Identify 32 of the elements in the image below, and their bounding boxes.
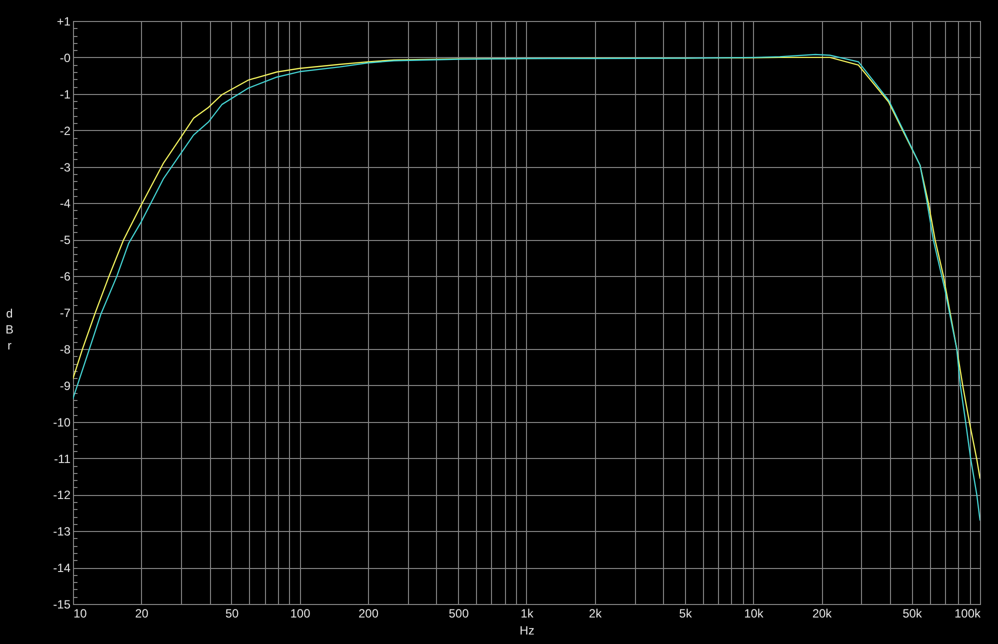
y-tick-label: -15	[53, 598, 71, 612]
y-tick-label: -6	[60, 270, 71, 284]
y-tick-label: -8	[60, 342, 71, 356]
y-tick-label: -13	[53, 524, 71, 539]
y-tick-label: -11	[54, 452, 71, 466]
y-tick-label: -12	[53, 488, 71, 502]
x-tick-label: 100k	[954, 606, 982, 620]
x-tick-label: 200	[358, 606, 379, 620]
x-tick-label: 20	[135, 606, 149, 620]
x-tick-label: 5k	[679, 606, 693, 620]
y-tick-label: -4	[60, 196, 71, 211]
x-tick-label: 500	[448, 606, 470, 620]
x-tick-label: 50k	[902, 606, 923, 620]
y-axis-title: dBr	[5, 306, 14, 352]
y-tick-label: -0	[60, 50, 71, 65]
x-tick-label: 50	[225, 606, 239, 620]
x-tick-label: 20k	[812, 606, 833, 620]
x-tick-label: 100	[290, 606, 311, 620]
y-tick-label: +1	[56, 14, 71, 28]
y-tick-label: -1	[60, 87, 71, 102]
x-tick-label: 10	[74, 606, 88, 620]
y-tick-label: -3	[60, 160, 71, 174]
y-tick-label: -10	[53, 415, 71, 430]
x-tick-label: 2k	[588, 606, 603, 620]
x-tick-label: 10k	[744, 606, 764, 620]
y-tick-label: -2	[60, 124, 71, 138]
y-tick-label: -9	[60, 378, 71, 393]
y-tick-label: -7	[60, 306, 71, 320]
y-tick-label: -14	[53, 561, 71, 576]
x-axis-title: Hz	[520, 624, 534, 638]
y-tick-label: -5	[60, 233, 71, 248]
x-tick-label: 1k	[520, 606, 534, 620]
